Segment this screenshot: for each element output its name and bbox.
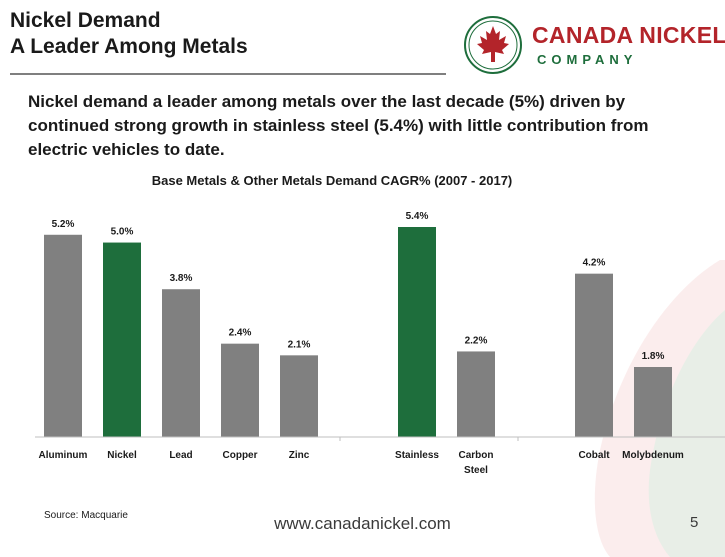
tick-label-cobalt: Cobalt [578, 450, 610, 461]
slide-subtitle: Nickel demand a leader among metals over… [28, 92, 649, 159]
data-label-cobalt: 4.2% [583, 258, 606, 269]
source-note: Source: Macquarie [44, 510, 128, 521]
bar-copper [221, 343, 259, 437]
bar-carbon-steel [457, 351, 495, 437]
slide-title: Nickel Demand A Leader Among Metals [10, 8, 248, 60]
bar-aluminum [44, 234, 82, 437]
data-label-copper: 2.4% [229, 328, 252, 339]
tick-label-aluminum: Aluminum [39, 450, 88, 461]
tick-label-nickel: Nickel [107, 450, 137, 461]
chart-title: Base Metals & Other Metals Demand CAGR% … [152, 173, 513, 188]
tick-label-lead: Lead [169, 450, 192, 461]
logo-subtitle: COMPANY [537, 52, 638, 67]
maple-leaf-icon [464, 16, 522, 74]
title-divider [10, 73, 446, 75]
cagr-bar-chart: Base Metals & Other Metals Demand CAGR% … [35, 173, 725, 476]
bar-cobalt [575, 273, 613, 437]
tick-label-zinc: Zinc [289, 450, 310, 461]
title-line-2: A Leader Among Metals [10, 35, 248, 58]
data-label-lead: 3.8% [170, 273, 193, 284]
bar-nickel [103, 242, 141, 437]
company-logo: CANADA NICKEL COMPANY [462, 14, 725, 76]
bar-zinc [280, 355, 318, 437]
bar-stainless [398, 227, 436, 437]
data-label-zinc: 2.1% [288, 339, 311, 350]
data-label-stainless: 5.4% [406, 211, 429, 222]
data-label-aluminum: 5.2% [52, 219, 75, 230]
tick-label-stainless: Stainless [395, 450, 439, 461]
tick-label-carbon-steel: Carbon Steel [459, 450, 494, 476]
tick-label-copper: Copper [223, 450, 258, 461]
bar-lead [162, 289, 200, 437]
title-line-1: Nickel Demand [10, 9, 161, 32]
bar-molybdenum [634, 367, 672, 437]
tick-label-molybdenum: Molybdenum [622, 450, 684, 461]
data-label-nickel: 5.0% [111, 227, 134, 238]
data-label-carbon-steel: 2.2% [465, 335, 488, 346]
website-url[interactable]: www.canadanickel.com [274, 514, 451, 533]
page-number: 5 [690, 514, 699, 531]
data-label-molybdenum: 1.8% [642, 351, 665, 362]
logo-name: CANADA NICKEL [532, 22, 725, 48]
